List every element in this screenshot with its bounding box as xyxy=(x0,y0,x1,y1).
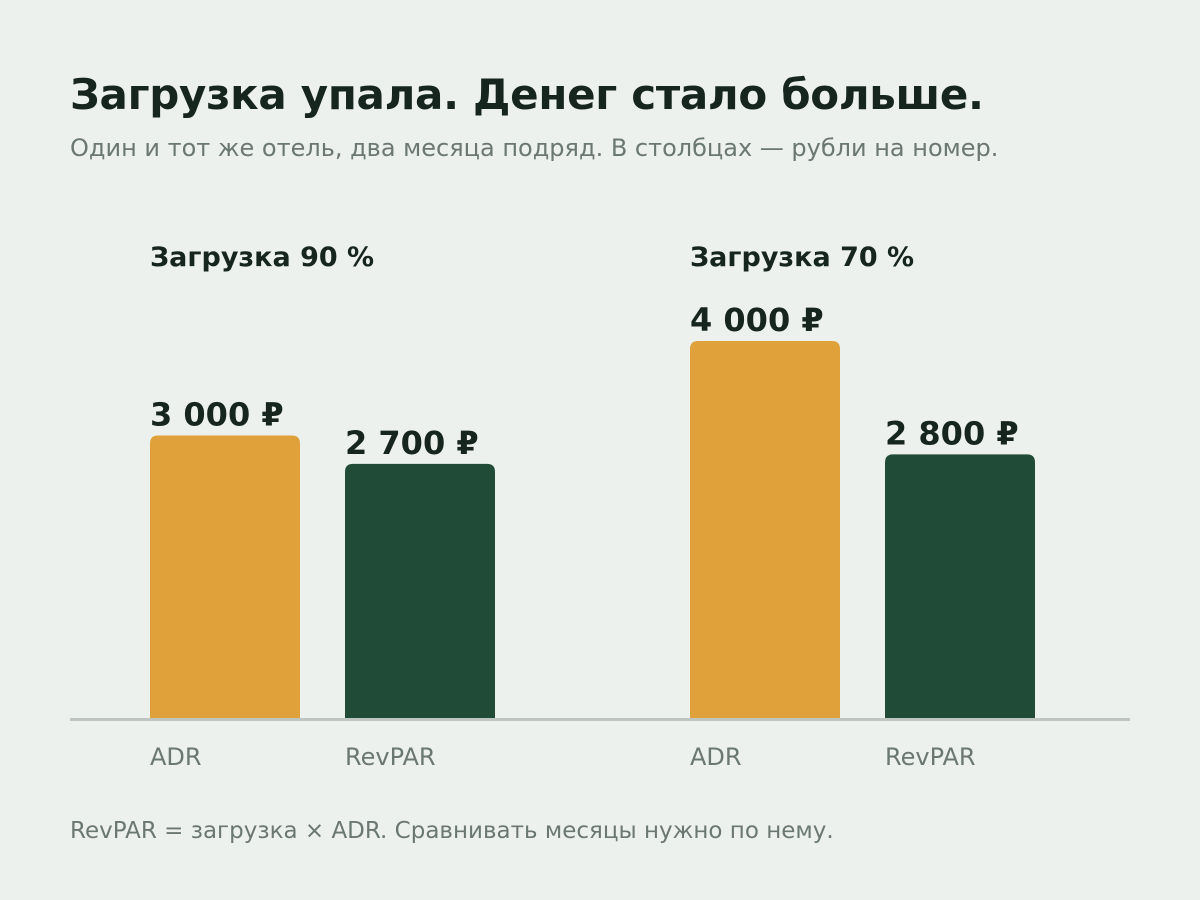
group-label: Загрузка 90 % xyxy=(150,242,374,273)
category-tick-label: ADR xyxy=(150,743,202,771)
bar-revpar xyxy=(885,454,1035,719)
bar-value-label: 3 000 ₽ xyxy=(150,396,284,434)
bar-value-label: 2 800 ₽ xyxy=(885,414,1019,452)
footnote: RevPAR = загрузка × ADR. Сравнивать меся… xyxy=(70,818,834,844)
category-tick-label: RevPAR xyxy=(345,743,436,771)
bar-adr xyxy=(150,435,300,719)
bar-revpar xyxy=(345,463,495,719)
group-label: Загрузка 70 % xyxy=(690,242,914,273)
category-tick-label: RevPAR xyxy=(885,743,976,771)
bar-value-label: 4 000 ₽ xyxy=(690,301,824,339)
bar-value-label: 2 700 ₽ xyxy=(345,424,479,462)
bar-adr xyxy=(690,341,840,719)
chart-title: Загрузка упала. Денег стало больше. xyxy=(70,70,984,119)
chart-subtitle: Один и тот же отель, два месяца подряд. … xyxy=(70,134,999,162)
category-tick-label: ADR xyxy=(690,743,742,771)
